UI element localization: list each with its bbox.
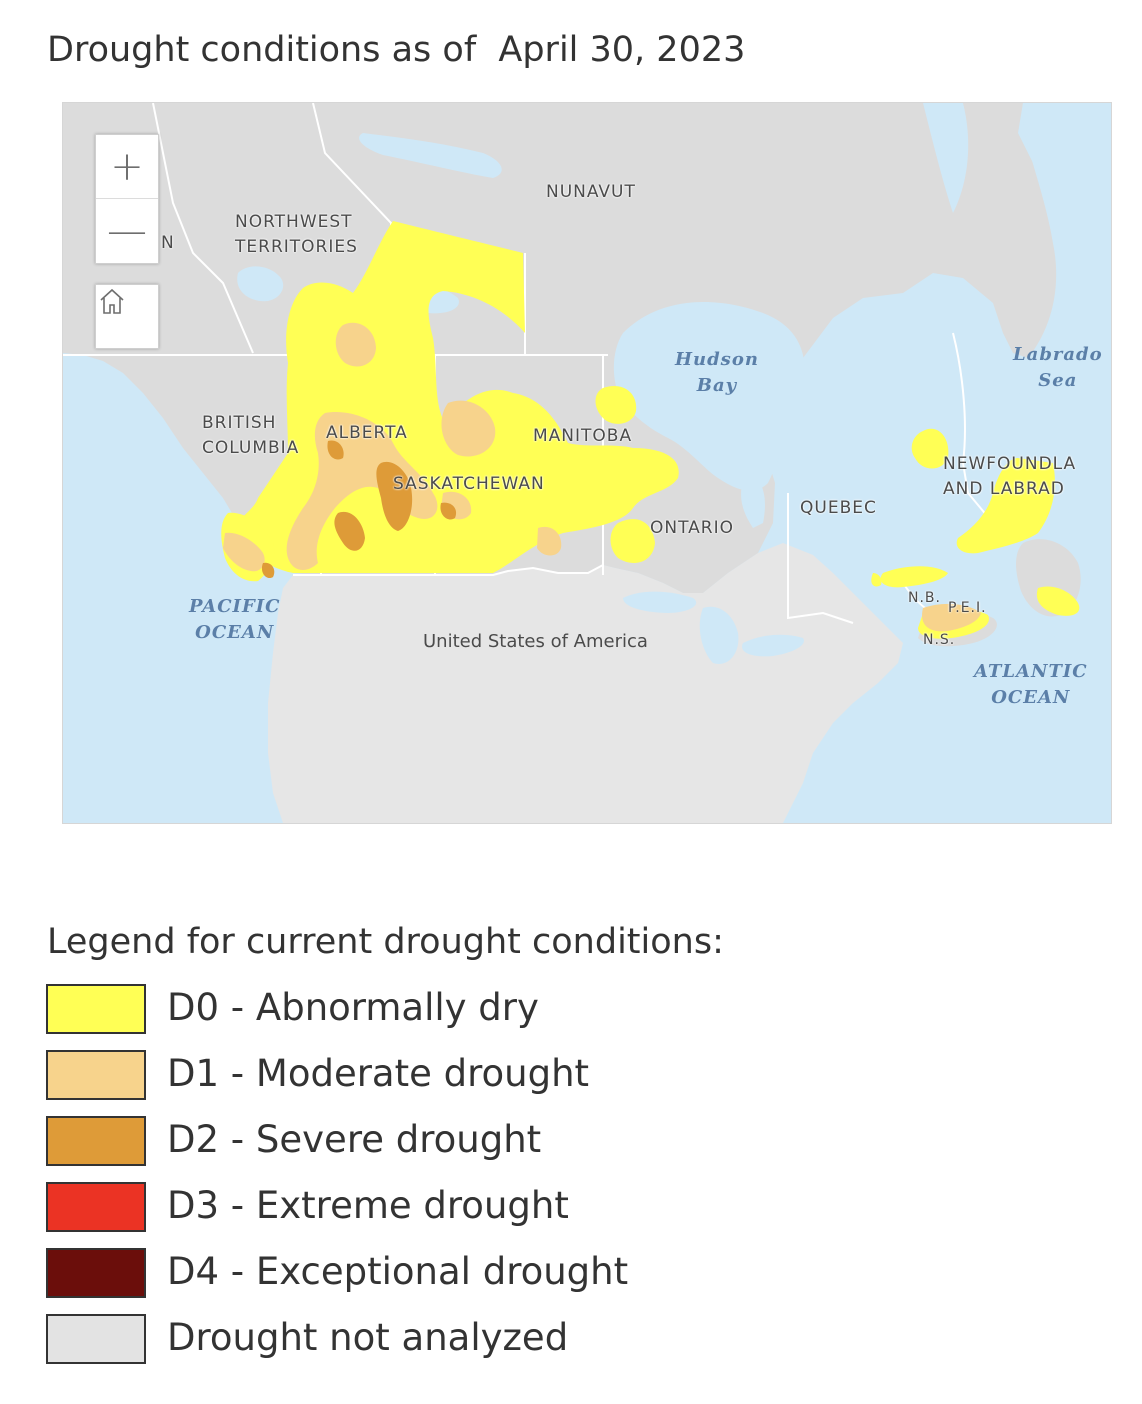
zoom-out-button[interactable]: — xyxy=(96,199,158,262)
legend-item-d3: D3 - Extreme drought xyxy=(46,1182,746,1232)
hudson-bay xyxy=(613,301,805,491)
lake-superior xyxy=(623,591,697,613)
legend-item-not-analyzed: Drought not analyzed xyxy=(46,1314,746,1364)
usa-land xyxy=(268,543,903,823)
drought-map[interactable]: + — N NORTHWEST TERRITORIES NUNAVUT BRIT… xyxy=(62,102,1112,824)
hudson-bay-neck xyxy=(741,473,765,528)
label-nova-scotia: N.S. xyxy=(923,632,956,648)
legend-item-d4: D4 - Exceptional drought xyxy=(46,1248,746,1298)
labrador-sea xyxy=(1017,103,1111,823)
legend-label-d4: D4 - Exceptional drought xyxy=(167,1250,629,1293)
legend-label-d0: D0 - Abnormally dry xyxy=(167,986,539,1029)
home-icon xyxy=(100,288,124,314)
legend-swatch-d4 xyxy=(46,1248,146,1298)
legend-item-d0: D0 - Abnormally dry xyxy=(46,984,746,1034)
legend-swatch-d2 xyxy=(46,1116,146,1166)
minus-icon: — xyxy=(107,207,147,254)
legend-swatch-d3 xyxy=(46,1182,146,1232)
plus-icon: + xyxy=(110,143,144,190)
zoom-control: + — xyxy=(95,134,159,264)
label-british-columbia: BRITISH COLUMBIA xyxy=(202,413,300,458)
legend-swatch-d1 xyxy=(46,1050,146,1100)
label-manitoba: MANITOBA xyxy=(533,426,633,446)
label-labrador-sea: Labrado Sea xyxy=(1013,344,1103,391)
legend-item-d1: D1 - Moderate drought xyxy=(46,1050,746,1100)
label-hudson-bay: Hudson Bay xyxy=(675,349,759,396)
legend-item-d2: D2 - Severe drought xyxy=(46,1116,746,1166)
legend-swatch-not-analyzed xyxy=(46,1314,146,1364)
page-title: Drought conditions as of April 30, 2023 xyxy=(47,30,746,70)
legend-label-d2: D2 - Severe drought xyxy=(167,1118,542,1161)
label-ontario: ONTARIO xyxy=(650,518,734,538)
great-bear-lake xyxy=(237,266,284,302)
lake-michigan-huron xyxy=(699,606,739,664)
label-atlantic-ocean: ATLANTIC OCEAN xyxy=(974,661,1088,708)
legend-title: Legend for current drought conditions: xyxy=(47,922,724,962)
baffin-channel xyxy=(923,103,969,213)
label-saskatchewan: SASKATCHEWAN xyxy=(393,474,545,494)
label-pei: P.E.I. xyxy=(948,600,987,616)
label-yukon: N xyxy=(161,233,175,253)
arctic-inlet xyxy=(359,133,502,178)
legend-label-d3: D3 - Extreme drought xyxy=(167,1184,569,1227)
home-button[interactable] xyxy=(95,284,159,349)
zoom-in-button[interactable]: + xyxy=(96,135,158,199)
legend-label-not-analyzed: Drought not analyzed xyxy=(167,1316,569,1359)
lake-erie-ontario xyxy=(742,634,804,657)
label-nunavut: NUNAVUT xyxy=(546,182,636,202)
legend-label-d1: D1 - Moderate drought xyxy=(167,1052,590,1095)
label-quebec: QUEBEC xyxy=(800,498,877,518)
label-northwest-territories: NORTHWEST TERRITORIES xyxy=(235,212,358,257)
label-pacific-ocean: PACIFIC OCEAN xyxy=(189,596,281,643)
label-newfoundland: NEWFOUNDLA AND LABRAD xyxy=(943,454,1077,499)
map-canvas[interactable] xyxy=(63,103,1111,823)
label-new-brunswick: N.B. xyxy=(908,590,941,606)
label-alberta: ALBERTA xyxy=(326,423,408,443)
label-usa: United States of America xyxy=(423,631,648,652)
drought-d2-areas xyxy=(261,440,457,579)
legend-swatch-d0 xyxy=(46,984,146,1034)
